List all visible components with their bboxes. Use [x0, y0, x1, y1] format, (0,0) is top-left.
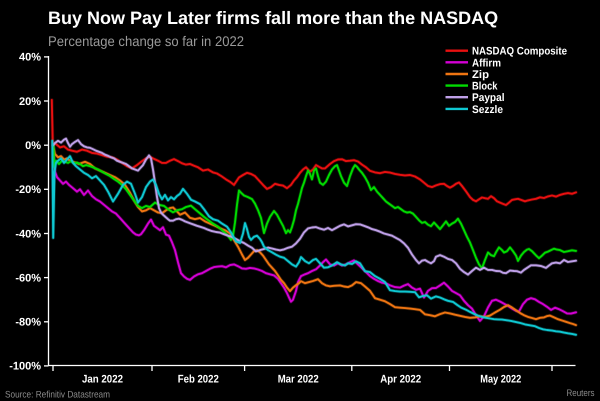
svg-text:Mar 2022: Mar 2022 [278, 373, 319, 385]
svg-text:-20%: -20% [15, 184, 41, 196]
svg-text:Reuters: Reuters [567, 388, 595, 399]
svg-text:Zip: Zip [472, 69, 489, 81]
svg-text:40%: 40% [19, 52, 41, 64]
svg-text:Affirm: Affirm [472, 57, 501, 69]
svg-text:-60%: -60% [15, 272, 41, 284]
svg-text:Feb 2022: Feb 2022 [178, 373, 219, 385]
svg-text:-40%: -40% [15, 228, 41, 240]
svg-text:Percentage change so far in 20: Percentage change so far in 2022 [48, 33, 244, 49]
svg-text:-100%: -100% [9, 361, 41, 373]
svg-text:Jan 2022: Jan 2022 [82, 373, 123, 385]
svg-text:Block: Block [472, 81, 498, 93]
svg-text:Source: Refinitiv Datastream: Source: Refinitiv Datastream [5, 390, 110, 401]
svg-text:Paypal: Paypal [472, 92, 505, 104]
svg-text:Sezzle: Sezzle [472, 104, 503, 116]
svg-text:0%: 0% [25, 140, 41, 152]
svg-text:NASDAQ Composite: NASDAQ Composite [472, 46, 567, 58]
svg-text:Apr 2022: Apr 2022 [380, 373, 421, 385]
svg-text:Buy Now Pay Later firms fall m: Buy Now Pay Later firms fall more than t… [48, 8, 498, 28]
svg-text:May 2022: May 2022 [480, 373, 521, 385]
svg-text:20%: 20% [19, 96, 41, 108]
svg-text:-80%: -80% [15, 317, 41, 329]
